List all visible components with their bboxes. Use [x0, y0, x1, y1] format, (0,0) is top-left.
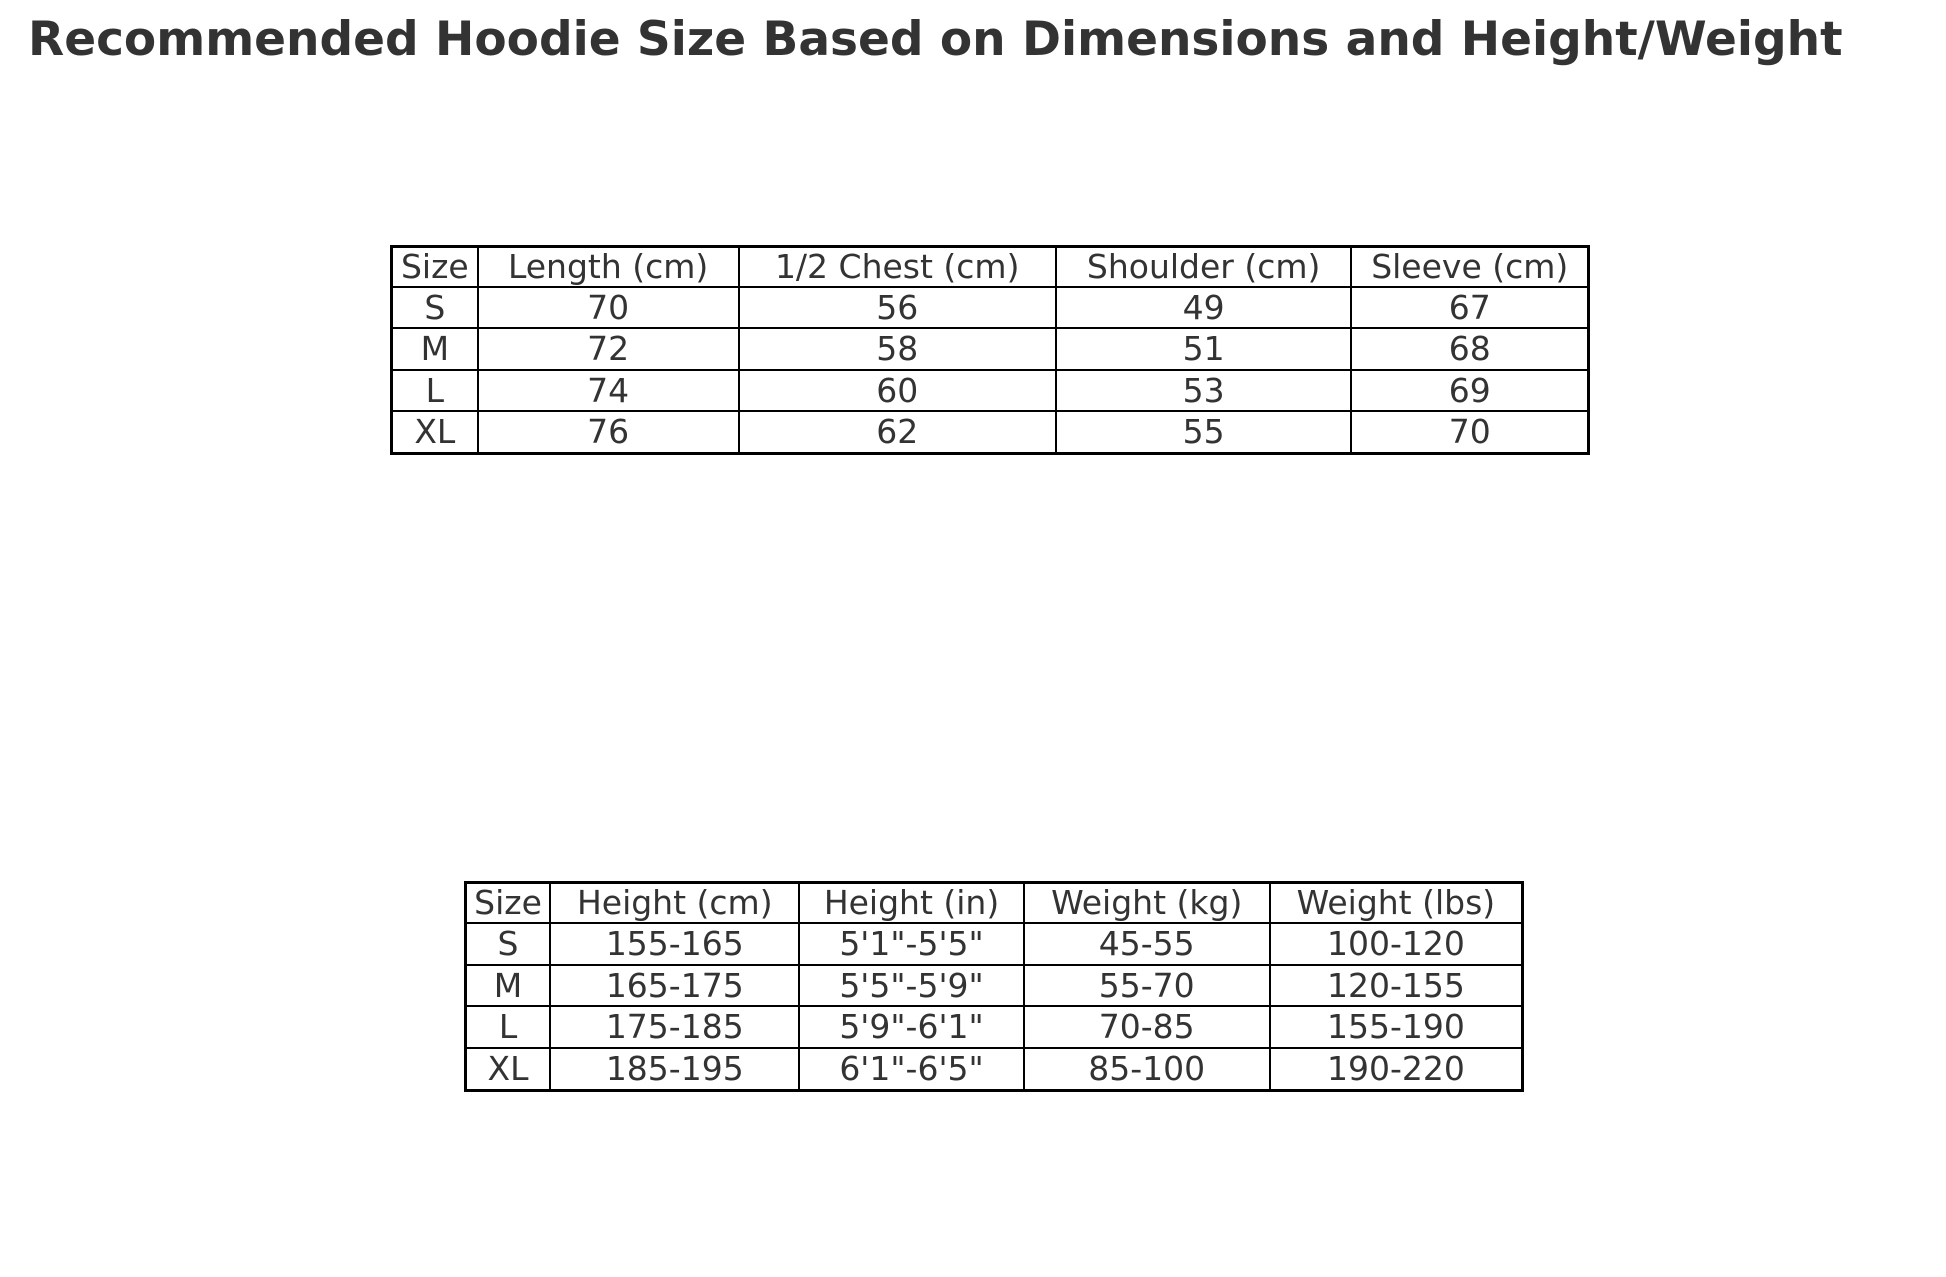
table-cell: 72: [476, 327, 740, 371]
table-cell: 76: [476, 410, 740, 455]
table-cell: 70: [1350, 410, 1590, 455]
table-cell: 53: [1054, 368, 1353, 413]
table-cell: 175-185: [549, 1005, 801, 1050]
size-cell: XL: [464, 1047, 552, 1092]
table-cell: 55-70: [1022, 963, 1271, 1008]
table-cell: 165-175: [549, 963, 801, 1008]
hoodie-dimensions-table: Size Length (cm) 1/2 Chest (cm) Shoulder (c…: [390, 245, 1590, 455]
column-header: Sleeve (cm): [1350, 245, 1590, 288]
size-cell: S: [464, 921, 552, 966]
size-cell: L: [464, 1005, 552, 1050]
size-cell: M: [390, 327, 479, 371]
size-cell: S: [390, 285, 479, 330]
page-title: Recommended Hoodie Size Based on Dimensi…: [28, 12, 1843, 67]
table-cell: 185-195: [549, 1047, 801, 1092]
column-header: Weight (kg): [1022, 881, 1271, 924]
table-cell: 58: [737, 327, 1057, 371]
header-row: Size Length (cm) 1/2 Chest (cm) Shoulder (c…: [390, 245, 1590, 288]
table-cell: 70: [476, 285, 740, 330]
table-cell: 68: [1350, 327, 1590, 371]
table-cell: 56: [737, 285, 1057, 330]
table-cell: 55: [1054, 410, 1353, 455]
table-cell: 74: [476, 368, 740, 413]
column-header: Size: [464, 881, 552, 924]
header-row: Size Height (cm) Height (in) Weight (kg) Wei…: [464, 881, 1524, 924]
table-cell: 155-190: [1268, 1005, 1524, 1050]
column-header: Shoulder (cm): [1054, 245, 1353, 288]
table-cell: 100-120: [1268, 921, 1524, 966]
table-row: L 175-185 5'9"-6'1" 70-85 155-190: [464, 1005, 1524, 1050]
table-row: XL 185-195 6'1"-6'5" 85-100 190-220: [464, 1047, 1524, 1092]
height-weight-size-table: Size Height (cm) Height (in) Weight (kg) Wei…: [464, 881, 1524, 1092]
table-cell: 69: [1350, 368, 1590, 413]
table-cell: 155-165: [549, 921, 801, 966]
table-cell: 5'5"-5'9": [798, 963, 1025, 1008]
table-cell: 60: [737, 368, 1057, 413]
table-row: M 72 58 51 68: [390, 327, 1590, 371]
table-cell: 5'9"-6'1": [798, 1005, 1025, 1050]
column-header: 1/2 Chest (cm): [737, 245, 1057, 288]
size-cell: L: [390, 368, 479, 413]
table-cell: 62: [737, 410, 1057, 455]
table-cell: 51: [1054, 327, 1353, 371]
column-header: Size: [390, 245, 479, 288]
table-row: XL 76 62 55 70: [390, 410, 1590, 455]
table-cell: 45-55: [1022, 921, 1271, 966]
column-header: Height (in): [798, 881, 1025, 924]
table-row: S 70 56 49 67: [390, 285, 1590, 330]
table-cell: 49: [1054, 285, 1353, 330]
column-header: Height (cm): [549, 881, 801, 924]
size-cell: M: [464, 963, 552, 1008]
table-cell: 67: [1350, 285, 1590, 330]
table-cell: 120-155: [1268, 963, 1524, 1008]
column-header: Weight (lbs): [1268, 881, 1524, 924]
size-cell: XL: [390, 410, 479, 455]
table-cell: 6'1"-6'5": [798, 1047, 1025, 1092]
table-cell: 85-100: [1022, 1047, 1271, 1092]
table-row: M 165-175 5'5"-5'9" 55-70 120-155: [464, 963, 1524, 1008]
table-row: S 155-165 5'1"-5'5" 45-55 100-120: [464, 921, 1524, 966]
table-cell: 5'1"-5'5": [798, 921, 1025, 966]
table-row: L 74 60 53 69: [390, 368, 1590, 413]
table-cell: 190-220: [1268, 1047, 1524, 1092]
table-cell: 70-85: [1022, 1005, 1271, 1050]
column-header: Length (cm): [476, 245, 740, 288]
